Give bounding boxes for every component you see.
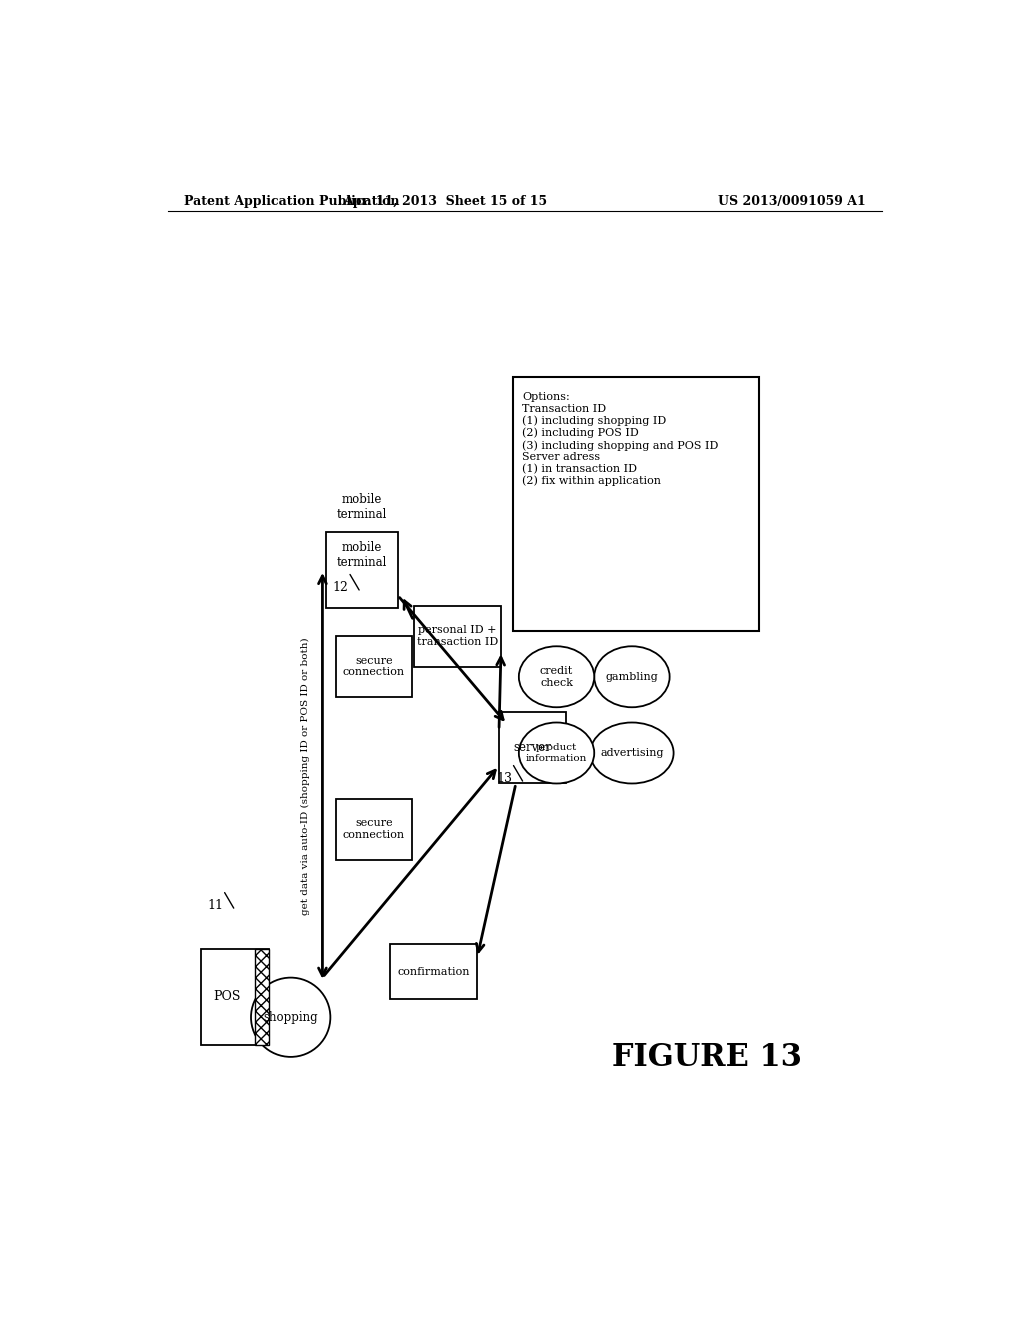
Bar [414, 606, 501, 667]
Text: FIGURE 13: FIGURE 13 [612, 1043, 803, 1073]
Text: credit
check: credit check [540, 667, 573, 688]
Text: product
information: product information [526, 743, 587, 763]
Bar [499, 713, 566, 784]
Text: POS: POS [214, 990, 241, 1003]
Text: secure
connection: secure connection [343, 656, 406, 677]
Bar [327, 532, 397, 609]
Text: 12: 12 [333, 581, 348, 594]
Bar [513, 378, 759, 631]
Text: 11: 11 [207, 899, 223, 912]
Text: secure
connection: secure connection [343, 818, 406, 840]
Text: server: server [514, 742, 552, 755]
Text: US 2013/0091059 A1: US 2013/0091059 A1 [718, 194, 866, 207]
Bar [202, 949, 269, 1045]
Bar [390, 944, 477, 999]
Text: personal ID +
transaction ID: personal ID + transaction ID [417, 626, 498, 647]
Text: mobile
terminal: mobile terminal [337, 541, 387, 569]
Text: advertising: advertising [600, 748, 664, 758]
Bar [255, 949, 269, 1045]
Text: shopping: shopping [263, 1011, 318, 1024]
Ellipse shape [519, 647, 594, 708]
Ellipse shape [251, 978, 331, 1057]
Ellipse shape [594, 647, 670, 708]
Bar [336, 799, 412, 859]
Text: mobile
terminal: mobile terminal [337, 492, 387, 520]
Text: confirmation: confirmation [397, 966, 470, 977]
Text: Apr. 11, 2013  Sheet 15 of 15: Apr. 11, 2013 Sheet 15 of 15 [343, 194, 548, 207]
Bar [336, 636, 412, 697]
Ellipse shape [590, 722, 674, 784]
Text: get data via auto-ID (shopping ID or POS ID or both): get data via auto-ID (shopping ID or POS… [300, 638, 309, 915]
Text: Options:
Transaction ID
(1) including shopping ID
(2) including POS ID
(3) inclu: Options: Transaction ID (1) including sh… [522, 392, 719, 487]
Text: Patent Application Publication: Patent Application Publication [183, 194, 399, 207]
Text: 13: 13 [497, 772, 512, 785]
Text: gambling: gambling [605, 672, 658, 681]
Ellipse shape [519, 722, 594, 784]
